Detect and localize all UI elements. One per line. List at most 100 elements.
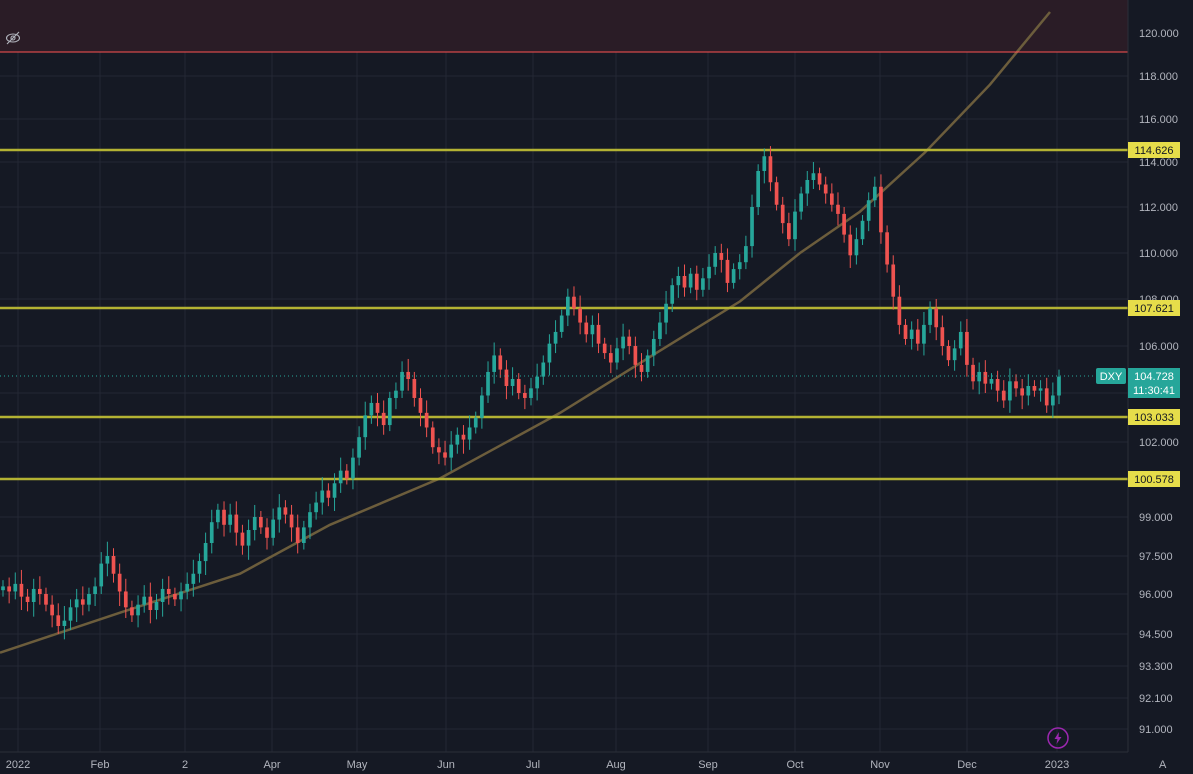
candle-body: [965, 331, 969, 365]
symbol-label: DXY: [1100, 371, 1123, 383]
y-tick-label: 110.000: [1139, 248, 1178, 260]
candle-body: [179, 591, 183, 600]
candle-body: [338, 470, 343, 484]
candle-body: [602, 343, 607, 354]
y-tick-label: 106.000: [1139, 341, 1179, 353]
candle-body: [412, 378, 417, 398]
y-tick-label: 116.000: [1139, 114, 1178, 126]
candle-body: [185, 583, 190, 592]
candle-body: [62, 620, 67, 626]
candle-body: [872, 186, 877, 201]
level-price-tag: [1128, 300, 1180, 316]
candle-body: [19, 583, 24, 597]
candle-body: [719, 253, 724, 260]
y-tick-label: 92.100: [1139, 693, 1173, 705]
candle-body: [836, 204, 840, 214]
candle-body: [295, 527, 300, 543]
candle-body: [443, 452, 447, 458]
auto-scale-button[interactable]: A: [1159, 759, 1167, 771]
x-tick-label: 2022: [6, 759, 30, 771]
candle-body: [387, 397, 392, 426]
candle-body: [1, 586, 5, 591]
lightning-icon[interactable]: [1047, 727, 1069, 749]
candle-body: [173, 594, 177, 600]
candle-body: [271, 519, 275, 538]
candle-body: [160, 588, 165, 602]
candle-body: [486, 371, 490, 396]
candle-body: [946, 346, 951, 361]
candle-body: [615, 348, 619, 363]
candle-body: [762, 156, 767, 171]
candle-body: [793, 211, 797, 240]
x-tick-label: Aug: [606, 759, 626, 771]
candle-body: [639, 364, 644, 372]
candle-body: [437, 447, 441, 453]
level-price-label: 107.621: [1134, 303, 1174, 315]
candle-body: [725, 259, 730, 283]
symbol-tag: [1096, 368, 1126, 384]
level-price-label: 114.626: [1135, 145, 1174, 157]
candle-body: [676, 276, 681, 286]
y-tick-label: 91.000: [1139, 724, 1173, 736]
candle-body: [301, 527, 306, 543]
candle-body: [707, 266, 711, 279]
y-tick-label: 118.000: [1139, 71, 1178, 83]
candle-body: [694, 273, 699, 290]
candle-body: [375, 402, 380, 413]
candle-body: [351, 457, 355, 479]
candle-body: [449, 444, 454, 458]
candle-body: [50, 604, 54, 616]
candle-body: [289, 514, 294, 528]
candle-body: [498, 355, 503, 370]
candle-body: [80, 599, 85, 605]
y-tick-label: 114.000: [1139, 157, 1178, 169]
candle-body: [713, 253, 718, 267]
candle-body: [430, 427, 435, 448]
candle-body: [541, 362, 546, 377]
trend-curve-line[interactable]: [0, 11, 1051, 654]
x-tick-label: Apr: [263, 759, 280, 771]
candle-body: [891, 264, 896, 297]
candle-body: [320, 490, 325, 503]
level-price-label: 103.033: [1134, 412, 1174, 424]
candle-body: [44, 594, 48, 605]
candle-body: [608, 353, 613, 363]
candle-body: [1038, 388, 1043, 391]
candle-body: [565, 296, 570, 316]
x-tick-label: Jun: [437, 759, 455, 771]
candle-body: [688, 273, 693, 288]
candle-body: [461, 434, 466, 440]
candle-body: [93, 586, 97, 594]
x-tick-label: Dec: [957, 759, 977, 771]
horizontal-levels[interactable]: [0, 51, 1128, 481]
candle-body: [645, 355, 650, 372]
time-axis[interactable]: 2022 Feb 2 Apr May Jun Jul Aug Sep Oct Nov Dec 2023: [6, 759, 1069, 771]
candle-body: [130, 607, 134, 616]
x-tick-label: Feb: [91, 759, 110, 771]
candle-body: [222, 509, 226, 525]
candle-body: [357, 437, 361, 458]
candle-body: [897, 296, 902, 325]
candle-body: [787, 223, 791, 240]
candle-body: [68, 607, 73, 621]
candle-body: [123, 591, 128, 608]
candle-body: [1026, 385, 1031, 396]
eye-off-icon[interactable]: [5, 31, 21, 45]
level-price-label: 100.578: [1134, 474, 1174, 486]
candle-body: [314, 502, 318, 513]
candle-body: [381, 412, 386, 426]
candle-body: [952, 348, 957, 361]
candle-body: [363, 415, 368, 438]
time-axis-bg: [0, 752, 1193, 774]
candle-body: [492, 355, 497, 372]
candle-body: [780, 204, 785, 224]
candle-body: [885, 232, 889, 265]
candle-body: [400, 371, 404, 391]
candle-body: [559, 315, 564, 332]
x-tick-label: Jul: [526, 759, 540, 771]
candle-body: [246, 530, 251, 546]
countdown-label: 11:30:41: [1133, 385, 1175, 397]
candle-body: [228, 514, 233, 525]
candle-body: [854, 239, 859, 256]
